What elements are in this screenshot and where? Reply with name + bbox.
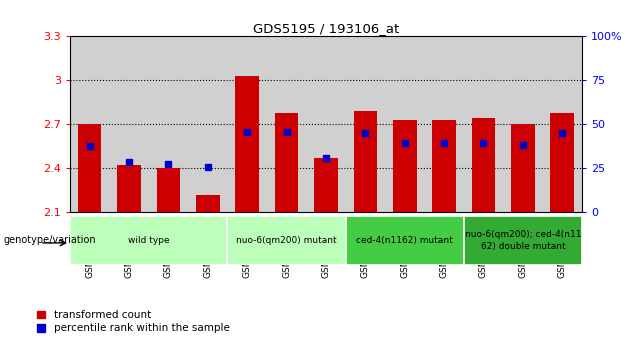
Bar bbox=[188, 36, 228, 212]
Bar bbox=[117, 166, 141, 212]
Bar bbox=[235, 76, 259, 212]
Bar bbox=[511, 124, 535, 212]
Bar bbox=[156, 168, 180, 212]
Text: genotype/variation: genotype/variation bbox=[3, 236, 96, 245]
Bar bbox=[464, 36, 503, 212]
Bar bbox=[307, 36, 345, 212]
Bar bbox=[464, 216, 582, 265]
Bar bbox=[424, 36, 464, 212]
Bar bbox=[550, 113, 574, 212]
Bar bbox=[385, 36, 424, 212]
Text: wild type: wild type bbox=[128, 236, 170, 245]
Bar bbox=[109, 36, 149, 212]
Bar bbox=[345, 216, 464, 265]
Bar bbox=[228, 216, 345, 265]
Text: nuo-6(qm200); ced-4(n11
62) double mutant: nuo-6(qm200); ced-4(n11 62) double mutan… bbox=[465, 231, 581, 250]
Bar bbox=[78, 124, 102, 212]
Bar bbox=[432, 120, 456, 212]
Bar bbox=[543, 36, 582, 212]
Bar bbox=[354, 111, 377, 212]
Bar bbox=[503, 36, 543, 212]
Bar bbox=[275, 113, 298, 212]
Text: nuo-6(qm200) mutant: nuo-6(qm200) mutant bbox=[236, 236, 337, 245]
Bar bbox=[267, 36, 307, 212]
Bar bbox=[70, 216, 228, 265]
Bar bbox=[70, 36, 109, 212]
Bar bbox=[345, 36, 385, 212]
Legend: transformed count, percentile rank within the sample: transformed count, percentile rank withi… bbox=[37, 310, 230, 333]
Bar bbox=[472, 118, 495, 212]
Bar bbox=[314, 158, 338, 212]
Bar bbox=[393, 120, 417, 212]
Bar bbox=[228, 36, 267, 212]
Bar bbox=[149, 36, 188, 212]
Title: GDS5195 / 193106_at: GDS5195 / 193106_at bbox=[253, 22, 399, 35]
Text: ced-4(n1162) mutant: ced-4(n1162) mutant bbox=[356, 236, 453, 245]
Bar bbox=[196, 195, 219, 212]
